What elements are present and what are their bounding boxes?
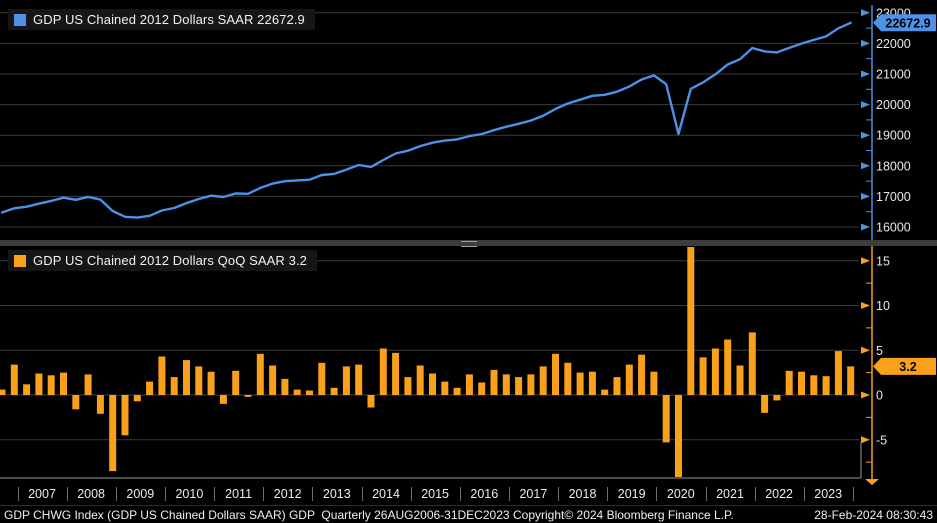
year-separator (115, 487, 117, 501)
last-value-badge: 3.2 (873, 357, 936, 375)
svg-text:21000: 21000 (876, 68, 911, 82)
year-label: 2008 (77, 487, 105, 501)
svg-text:16000: 16000 (876, 221, 911, 235)
axis-arrow-down-icon (865, 479, 879, 485)
svg-text:3.2: 3.2 (899, 360, 916, 374)
year-label: 2015 (421, 487, 449, 501)
svg-text:-5: -5 (876, 433, 887, 447)
year-label: 2011 (225, 487, 253, 501)
panel-splitter[interactable] (0, 240, 937, 247)
year-separator (164, 487, 166, 501)
year-separator (66, 487, 68, 501)
year-label: 2018 (568, 487, 597, 501)
svg-text:18000: 18000 (876, 159, 911, 173)
year-separator (754, 487, 756, 501)
svg-text:0: 0 (876, 389, 883, 403)
year-label: 2009 (126, 487, 155, 501)
year-separator (263, 487, 265, 501)
time-axis: 2007 2008 2009 2010 2011 2012 2013 2014 2015 2016… (0, 485, 937, 505)
legend-swatch-blue-icon (14, 13, 26, 26)
year-label: 2010 (175, 487, 204, 501)
status-bar: GDP CHWG Index (GDP US Chained Dollars S… (0, 505, 937, 523)
svg-text:10: 10 (876, 299, 890, 313)
year-separator (656, 487, 658, 501)
legend-gdp-saar[interactable]: GDP US Chained 2012 Dollars SAAR 22672.9 (8, 9, 315, 30)
qoq-bars (0, 247, 855, 477)
year-label: 2014 (372, 487, 400, 501)
year-separator (361, 487, 363, 501)
year-separator (607, 487, 609, 501)
year-separator (558, 487, 559, 501)
svg-text:22000: 22000 (876, 37, 911, 51)
svg-text:15: 15 (876, 254, 890, 268)
gdp-level-chart[interactable]: 2300022000210002000019000180001700016000… (0, 0, 937, 243)
timestamp: 28-Feb-2024 08:30:43 (814, 508, 933, 522)
year-label: 2021 (716, 487, 744, 501)
year-label: 2023 (814, 487, 843, 501)
year-separator (852, 487, 854, 501)
year-label: 2022 (765, 487, 793, 501)
legend-gdp-saar-label: GDP US Chained 2012 Dollars SAAR 22672.9 (33, 12, 305, 27)
year-label: 2019 (617, 487, 646, 501)
year-separator (312, 487, 314, 501)
year-label: 2020 (666, 487, 695, 501)
year-separator (410, 487, 412, 501)
svg-text:17000: 17000 (876, 190, 911, 204)
security-info: GDP CHWG Index (GDP US Chained Dollars S… (4, 508, 510, 522)
svg-text:20000: 20000 (876, 98, 911, 112)
year-separator (705, 487, 707, 501)
copyright-text: Copyright© 2024 Bloomberg Finance L.P. (513, 508, 734, 522)
gdp-level-line (0, 21, 852, 219)
svg-text:19000: 19000 (876, 129, 911, 143)
legend-swatch-orange-icon (14, 254, 26, 267)
legend-gdp-qoq[interactable]: GDP US Chained 2012 Dollars QoQ SAAR 3.2 (8, 250, 318, 271)
year-separator (214, 487, 216, 501)
svg-text:5: 5 (876, 344, 883, 358)
panel-splitter-handle-icon[interactable] (461, 241, 477, 247)
legend-gdp-qoq-label: GDP US Chained 2012 Dollars QoQ SAAR 3.2 (33, 253, 308, 268)
last-value-badge: 22672.9 (873, 14, 936, 32)
gdp-qoq-chart[interactable]: 15 10 5 0 -5 3.2 (0, 246, 937, 485)
year-label: 2012 (273, 487, 302, 501)
year-separator (459, 487, 461, 501)
year-separator (17, 487, 19, 501)
svg-text:22672.9: 22672.9 (885, 16, 930, 30)
year-label: 2013 (322, 487, 351, 501)
year-label: 2007 (28, 487, 56, 501)
year-label: 2017 (519, 487, 548, 501)
year-label: 2016 (470, 487, 499, 501)
year-separator (508, 487, 510, 501)
qoq-gridlines: 15 10 5 0 -5 (0, 254, 890, 447)
year-separator (803, 487, 805, 501)
